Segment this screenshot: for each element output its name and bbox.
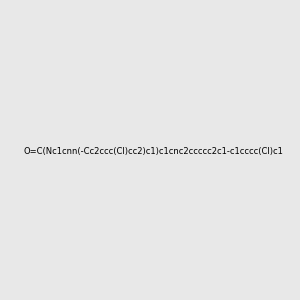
Text: O=C(Nc1cnn(-Cc2ccc(Cl)cc2)c1)c1cnc2ccccc2c1-c1cccc(Cl)c1: O=C(Nc1cnn(-Cc2ccc(Cl)cc2)c1)c1cnc2ccccc… <box>24 147 284 156</box>
